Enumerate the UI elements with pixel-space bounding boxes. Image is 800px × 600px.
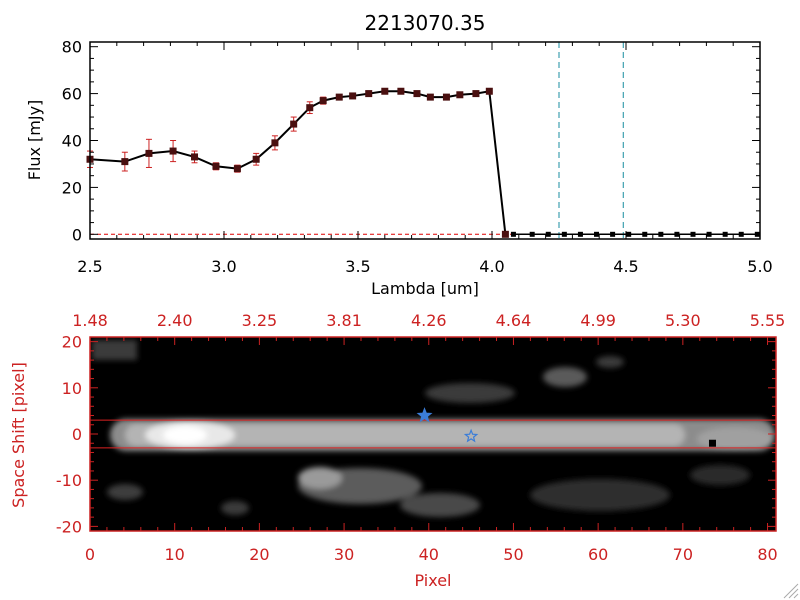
data-point [674, 231, 680, 237]
spectrum-x-axis: 2.5 3.0 3.5 4.0 4.5 5.0 [77, 42, 773, 276]
star-marker-open [463, 428, 479, 443]
data-point [626, 231, 632, 237]
data-point [561, 231, 567, 237]
y-tick-label: 40 [62, 132, 82, 151]
top-tick-label: 4.64 [496, 311, 532, 330]
top-tick-label: 5.30 [665, 311, 701, 330]
square-marker [708, 439, 716, 447]
data-point [271, 139, 279, 147]
top-tick-label: 3.25 [242, 311, 278, 330]
data-point [545, 231, 551, 237]
image-x-label: Pixel [414, 571, 451, 590]
x-tick-label: 4.5 [613, 257, 638, 276]
data-point [442, 93, 450, 101]
top-tick-label: 5.55 [750, 311, 786, 330]
data-point [169, 147, 177, 155]
data-point [349, 92, 357, 100]
spectrum-image [90, 337, 776, 531]
x-tick-label: 2.5 [77, 257, 102, 276]
x-tick-label: 3.0 [211, 257, 236, 276]
y-tick-label: 0 [72, 225, 82, 244]
y-tick-label: 0 [72, 425, 82, 444]
image-overlays [90, 407, 776, 449]
x-tick-label: 10 [165, 545, 185, 564]
spectrum-x-label: Lambda [um] [371, 279, 479, 298]
x-tick-label: 80 [757, 545, 777, 564]
top-tick-label: 4.99 [580, 311, 616, 330]
data-point [335, 93, 343, 101]
spectrum-y-label: Flux [mJy] [25, 100, 44, 181]
data-point [397, 87, 405, 95]
data-point [658, 231, 664, 237]
chart-title: 2213070.35 [365, 11, 486, 35]
image-y-label: Space Shift [pixel] [9, 362, 28, 508]
data-point [706, 231, 712, 237]
y-tick-label: 20 [62, 178, 82, 197]
x-tick-label: 20 [249, 545, 269, 564]
data-point [145, 149, 153, 157]
image-x-axis: 0 10 20 30 40 50 60 70 80 [85, 523, 778, 564]
data-point [485, 87, 493, 95]
y-tick-label: 60 [62, 85, 82, 104]
image-top-axis: 1.48 2.40 3.25 3.81 4.26 4.64 4.99 5.30 5.55 [72, 311, 785, 345]
y-tick-label: 10 [62, 379, 82, 398]
y-tick-label: -10 [56, 471, 82, 490]
image-panel: 0 10 20 30 40 50 60 70 80 1.48 2.40 3.25 3.81 4.26 4.… [9, 311, 785, 590]
data-point [456, 91, 464, 99]
data-point [610, 231, 616, 237]
data-point [577, 231, 583, 237]
data-point [472, 90, 480, 98]
data-point [290, 120, 298, 128]
data-point [233, 165, 241, 173]
x-tick-label: 5.0 [747, 257, 772, 276]
data-point [529, 231, 535, 237]
top-tick-label: 2.40 [157, 311, 193, 330]
data-point [306, 104, 314, 112]
data-point [212, 162, 220, 170]
spectrum-plot-area [86, 42, 760, 239]
resize-grip[interactable] [783, 583, 799, 599]
data-point [722, 231, 728, 237]
x-tick-label: 40 [419, 545, 439, 564]
data-point [642, 231, 648, 237]
data-point [501, 230, 509, 238]
spectrum-y-axis: 0 20 40 60 80 [62, 38, 760, 244]
data-point [121, 158, 129, 166]
image-structure [92, 340, 775, 517]
data-point [690, 231, 696, 237]
spectrum-frame [89, 41, 761, 240]
y-tick-label: 20 [62, 333, 82, 352]
top-tick-label: 4.26 [411, 311, 447, 330]
top-tick-label: 3.81 [326, 311, 362, 330]
data-point [381, 87, 389, 95]
data-point [191, 153, 199, 161]
data-point [510, 231, 516, 237]
x-tick-label: 3.5 [345, 257, 370, 276]
x-tick-label: 60 [588, 545, 608, 564]
data-point [365, 90, 373, 98]
x-tick-label: 30 [334, 545, 354, 564]
data-point [738, 231, 744, 237]
x-tick-label: 70 [673, 545, 693, 564]
x-tick-label: 4.0 [479, 257, 504, 276]
top-tick-label: 1.48 [72, 311, 108, 330]
data-point [319, 97, 327, 105]
series-line-0 [89, 90, 507, 235]
x-tick-label: 50 [503, 545, 523, 564]
data-point [413, 90, 421, 98]
y-tick-label: 80 [62, 38, 82, 57]
data-point [252, 155, 260, 163]
spectrum-panel: 2213070.35 2.5 3.0 3.5 4.0 4.5 5.0 020406080 … [25, 11, 773, 298]
x-tick-label: 0 [85, 545, 95, 564]
y-tick-label: -20 [56, 517, 82, 536]
data-point [594, 231, 600, 237]
data-point [426, 93, 434, 101]
star-marker-filled [416, 407, 433, 423]
image-y-axis: -20 -10 0 10 20 [56, 333, 776, 536]
